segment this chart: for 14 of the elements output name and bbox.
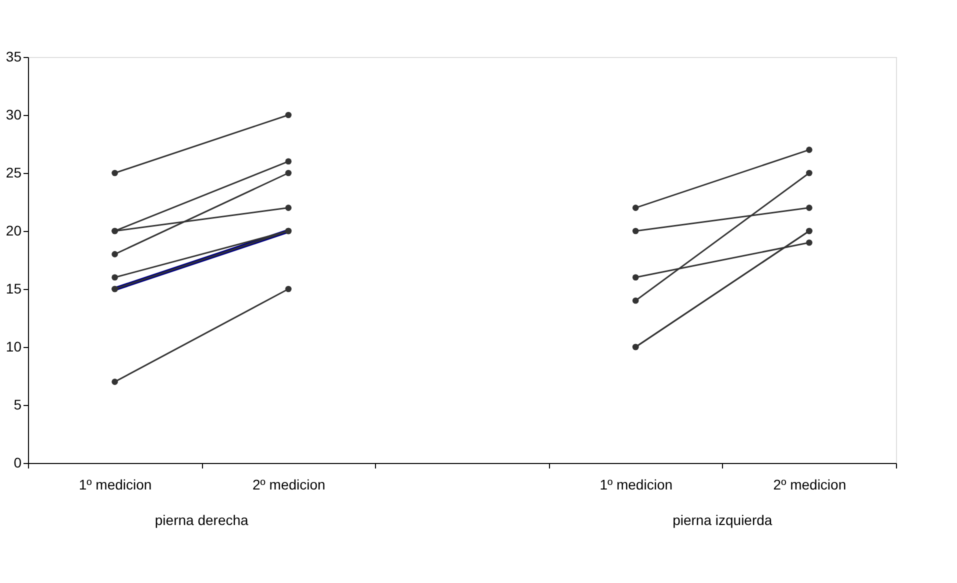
y-tick-label: 35 bbox=[6, 48, 22, 64]
y-tick-label: 10 bbox=[6, 338, 22, 354]
x-tick-label: 1º medicion bbox=[78, 476, 152, 492]
y-tick-label: 20 bbox=[6, 222, 22, 238]
y-tick-label: 5 bbox=[14, 396, 22, 412]
y-tick-label: 30 bbox=[6, 106, 22, 122]
y-tick-label: 15 bbox=[6, 280, 22, 296]
x-tick-label: 2º medicion bbox=[252, 476, 326, 492]
text: pierna derecha bbox=[154, 512, 249, 528]
y-tick-label: 25 bbox=[6, 164, 22, 180]
text: pierna izquierda bbox=[672, 512, 772, 528]
x-tick-label: 1º medicion bbox=[600, 476, 673, 492]
y-tick-label: 0 bbox=[14, 454, 22, 470]
x-tick-label: 2º medicion bbox=[773, 476, 846, 492]
